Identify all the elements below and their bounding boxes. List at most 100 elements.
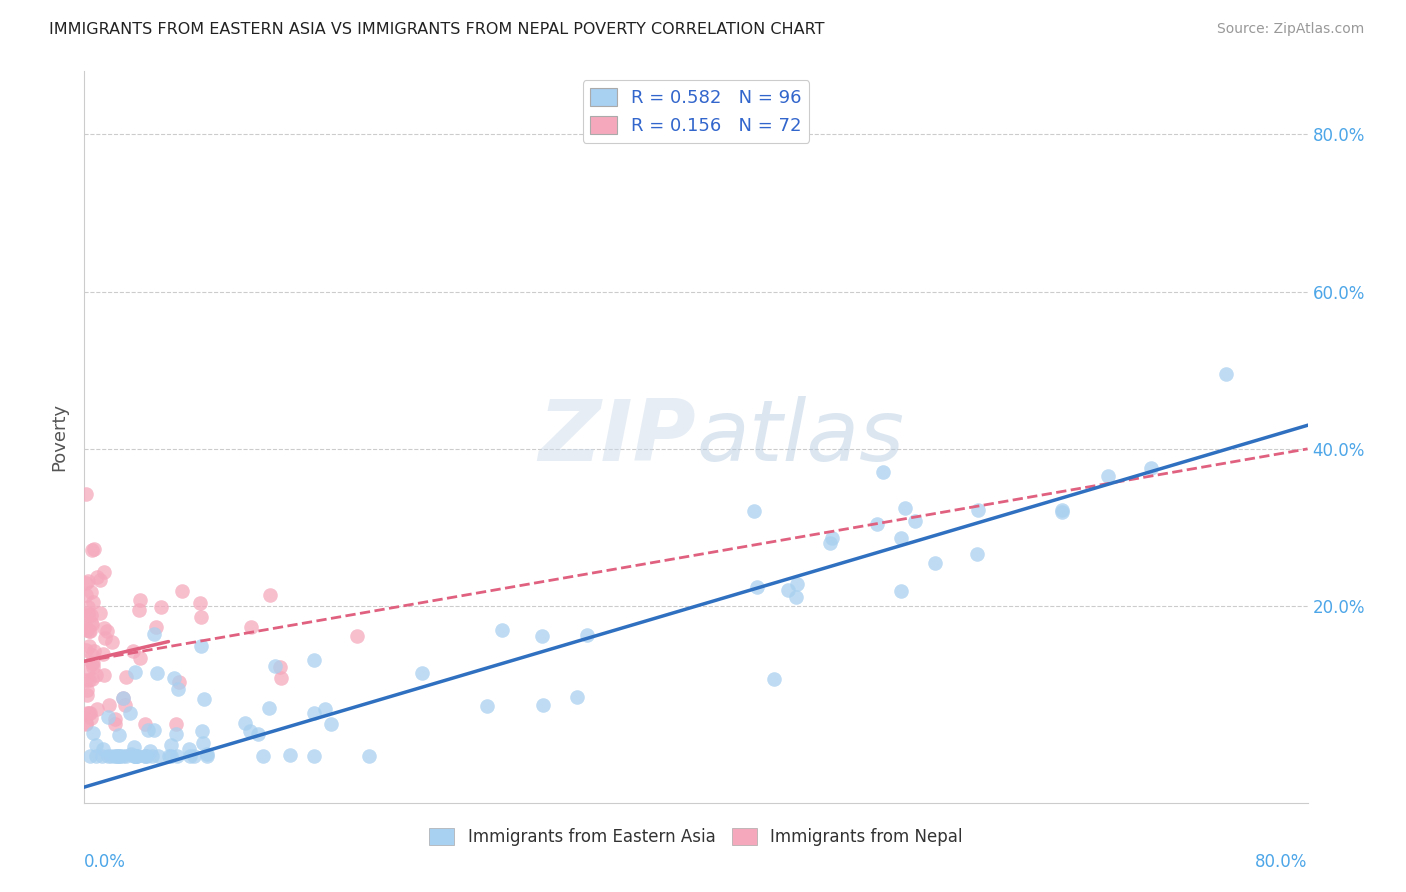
Text: 80.0%: 80.0% <box>1256 853 1308 871</box>
Point <box>82 648 104 663</box>
Point <box>259 588 281 602</box>
Y-axis label: Poverty: Poverty <box>51 403 69 471</box>
Point <box>80 607 103 622</box>
Point <box>129 593 152 607</box>
Point <box>89 607 111 621</box>
Point <box>93 668 115 682</box>
Point <box>565 690 588 705</box>
Point <box>76 682 98 697</box>
Point <box>86 701 108 715</box>
Point <box>190 639 212 653</box>
Point <box>302 748 325 763</box>
Point <box>139 744 162 758</box>
Point <box>821 531 844 545</box>
Point <box>165 717 187 731</box>
Point <box>93 647 115 661</box>
Point <box>150 599 173 614</box>
Point <box>75 620 97 634</box>
Point <box>86 570 108 584</box>
Point <box>866 517 889 532</box>
Point <box>818 536 841 550</box>
Point <box>1097 468 1119 483</box>
Point <box>86 667 108 681</box>
Point <box>77 673 100 687</box>
Text: 0.0%: 0.0% <box>84 853 127 871</box>
Point <box>134 748 156 763</box>
Point <box>76 688 98 702</box>
Point <box>166 748 188 763</box>
Point <box>134 748 156 763</box>
Point <box>80 673 103 687</box>
Point <box>145 620 167 634</box>
Point <box>278 747 301 762</box>
Point <box>411 665 433 680</box>
Point <box>157 748 180 763</box>
Point <box>233 716 256 731</box>
Point <box>530 629 553 643</box>
Point <box>967 502 990 516</box>
Point <box>111 691 134 706</box>
Point <box>762 672 785 686</box>
Point <box>183 748 205 763</box>
Point <box>93 621 115 635</box>
Point <box>76 624 98 638</box>
Point <box>107 748 129 763</box>
Point <box>79 624 101 638</box>
Point <box>125 748 148 763</box>
Point <box>91 748 114 763</box>
Text: ZIP: ZIP <box>538 395 696 479</box>
Point <box>128 602 150 616</box>
Point <box>75 588 97 602</box>
Point <box>114 748 136 763</box>
Point <box>77 639 100 653</box>
Point <box>104 717 127 731</box>
Point <box>531 698 554 712</box>
Point <box>188 596 211 610</box>
Point <box>80 585 103 599</box>
Point <box>302 706 325 720</box>
Point <box>75 642 97 657</box>
Point <box>179 742 201 756</box>
Point <box>76 608 98 623</box>
Point <box>745 580 768 594</box>
Point <box>84 738 107 752</box>
Point <box>115 670 138 684</box>
Point <box>302 653 325 667</box>
Point <box>1215 367 1237 381</box>
Point <box>105 748 128 763</box>
Point <box>134 717 156 731</box>
Point <box>82 656 104 670</box>
Point <box>97 698 120 712</box>
Point <box>122 739 145 754</box>
Point <box>84 748 107 763</box>
Point <box>83 644 105 658</box>
Point <box>80 615 103 630</box>
Point <box>1050 505 1073 519</box>
Point <box>169 675 191 690</box>
Point <box>163 671 186 685</box>
Point <box>121 643 143 657</box>
Point <box>127 748 149 763</box>
Point <box>82 660 104 674</box>
Point <box>79 706 101 720</box>
Point <box>75 673 97 688</box>
Point <box>75 717 97 731</box>
Point <box>107 748 129 763</box>
Point <box>491 623 513 637</box>
Point <box>77 624 100 638</box>
Point <box>966 547 988 561</box>
Point <box>82 595 104 609</box>
Text: atlas: atlas <box>696 395 904 479</box>
Point <box>193 692 215 706</box>
Point <box>120 747 142 761</box>
Point <box>190 610 212 624</box>
Point <box>93 566 115 580</box>
Point <box>89 573 111 587</box>
Point <box>167 681 190 696</box>
Point <box>108 728 131 742</box>
Point <box>1140 460 1163 475</box>
Point <box>80 616 103 631</box>
Point <box>108 748 131 763</box>
Point <box>124 665 146 679</box>
Point <box>82 656 104 670</box>
